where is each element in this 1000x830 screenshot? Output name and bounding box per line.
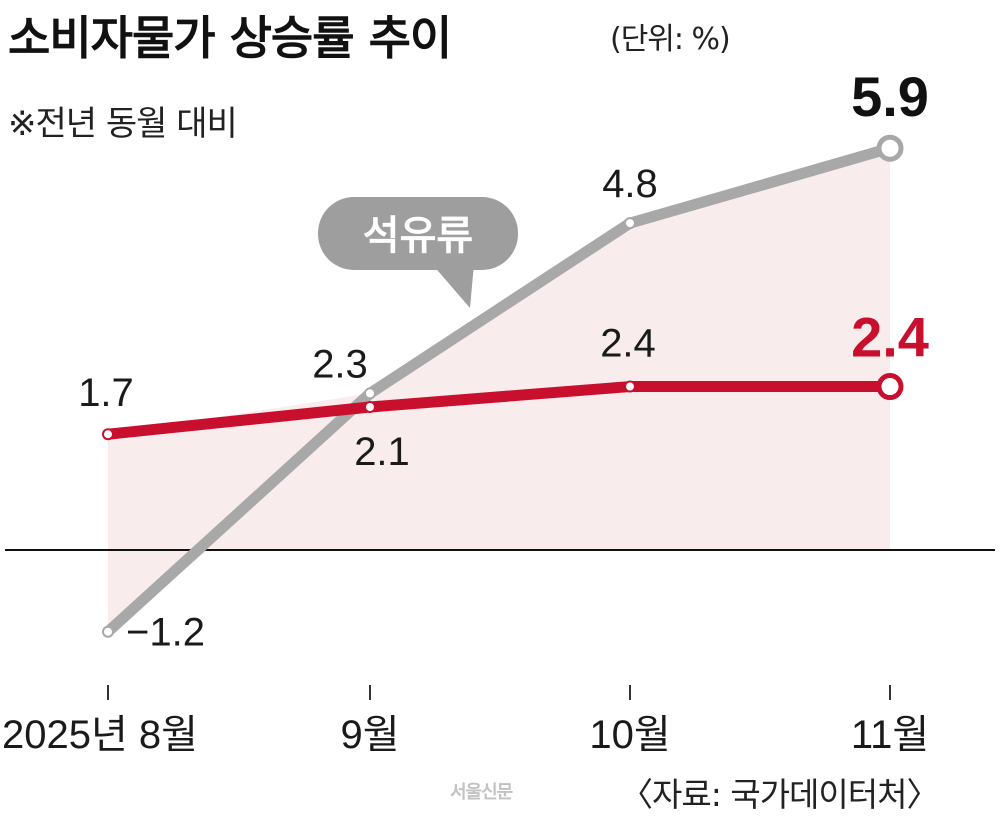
x-tick-label: 9월 [340,713,399,757]
bubble-box [318,197,518,270]
data-label-total: 2.4 [851,306,929,369]
data-label-total: 2.4 [600,322,656,366]
data-point-petroleum [624,217,636,230]
data-label-petroleum: 2.3 [312,342,368,386]
series-bubble-petroleum: 석유류 [318,197,518,308]
series-line-total [102,381,896,440]
x-tick-label: 10월 [589,713,670,757]
series-line-petroleum [102,142,896,638]
note-label: ※전년 동월 대비 [8,104,238,144]
data-point-total [102,428,114,441]
data-point-total [364,400,376,413]
data-label-petroleum: 4.8 [602,162,658,206]
data-point-petroleum [876,134,904,162]
publisher-logo: 서울신문 [450,782,513,803]
data-point-petroleum [364,387,376,400]
source-label: 〈자료: 국가데이터처〉 [620,775,939,814]
data-point-petroleum [102,625,114,638]
data-label-total: 1.7 [78,371,134,415]
data-point-total [624,380,636,393]
data-label-total: 2.1 [354,430,410,474]
bubble-tail [432,264,474,308]
legend-petroleum-label: 석유류 [363,213,473,259]
data-label-petroleum: 5.9 [851,65,929,128]
x-tick-label: 2025년 8월 [2,713,198,757]
chart-title: 소비자물가 상승률 추이 [8,11,452,65]
x-tick-label: 11월 [851,713,929,757]
data-point-total [876,373,904,401]
data-label-petroleum: −1.2 [126,611,205,655]
unit-label: (단위: %) [610,22,731,57]
